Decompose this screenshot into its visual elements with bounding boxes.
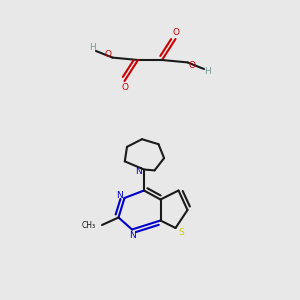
- Text: O: O: [104, 50, 112, 59]
- Text: N: N: [129, 231, 135, 240]
- Text: H: H: [90, 44, 96, 52]
- Text: N: N: [135, 167, 142, 176]
- Text: S: S: [178, 228, 184, 237]
- Text: O: O: [121, 82, 128, 91]
- Text: O: O: [188, 61, 196, 70]
- Text: CH₃: CH₃: [81, 220, 95, 230]
- Text: H: H: [204, 68, 210, 76]
- Text: O: O: [172, 28, 179, 38]
- Text: N: N: [117, 190, 123, 200]
